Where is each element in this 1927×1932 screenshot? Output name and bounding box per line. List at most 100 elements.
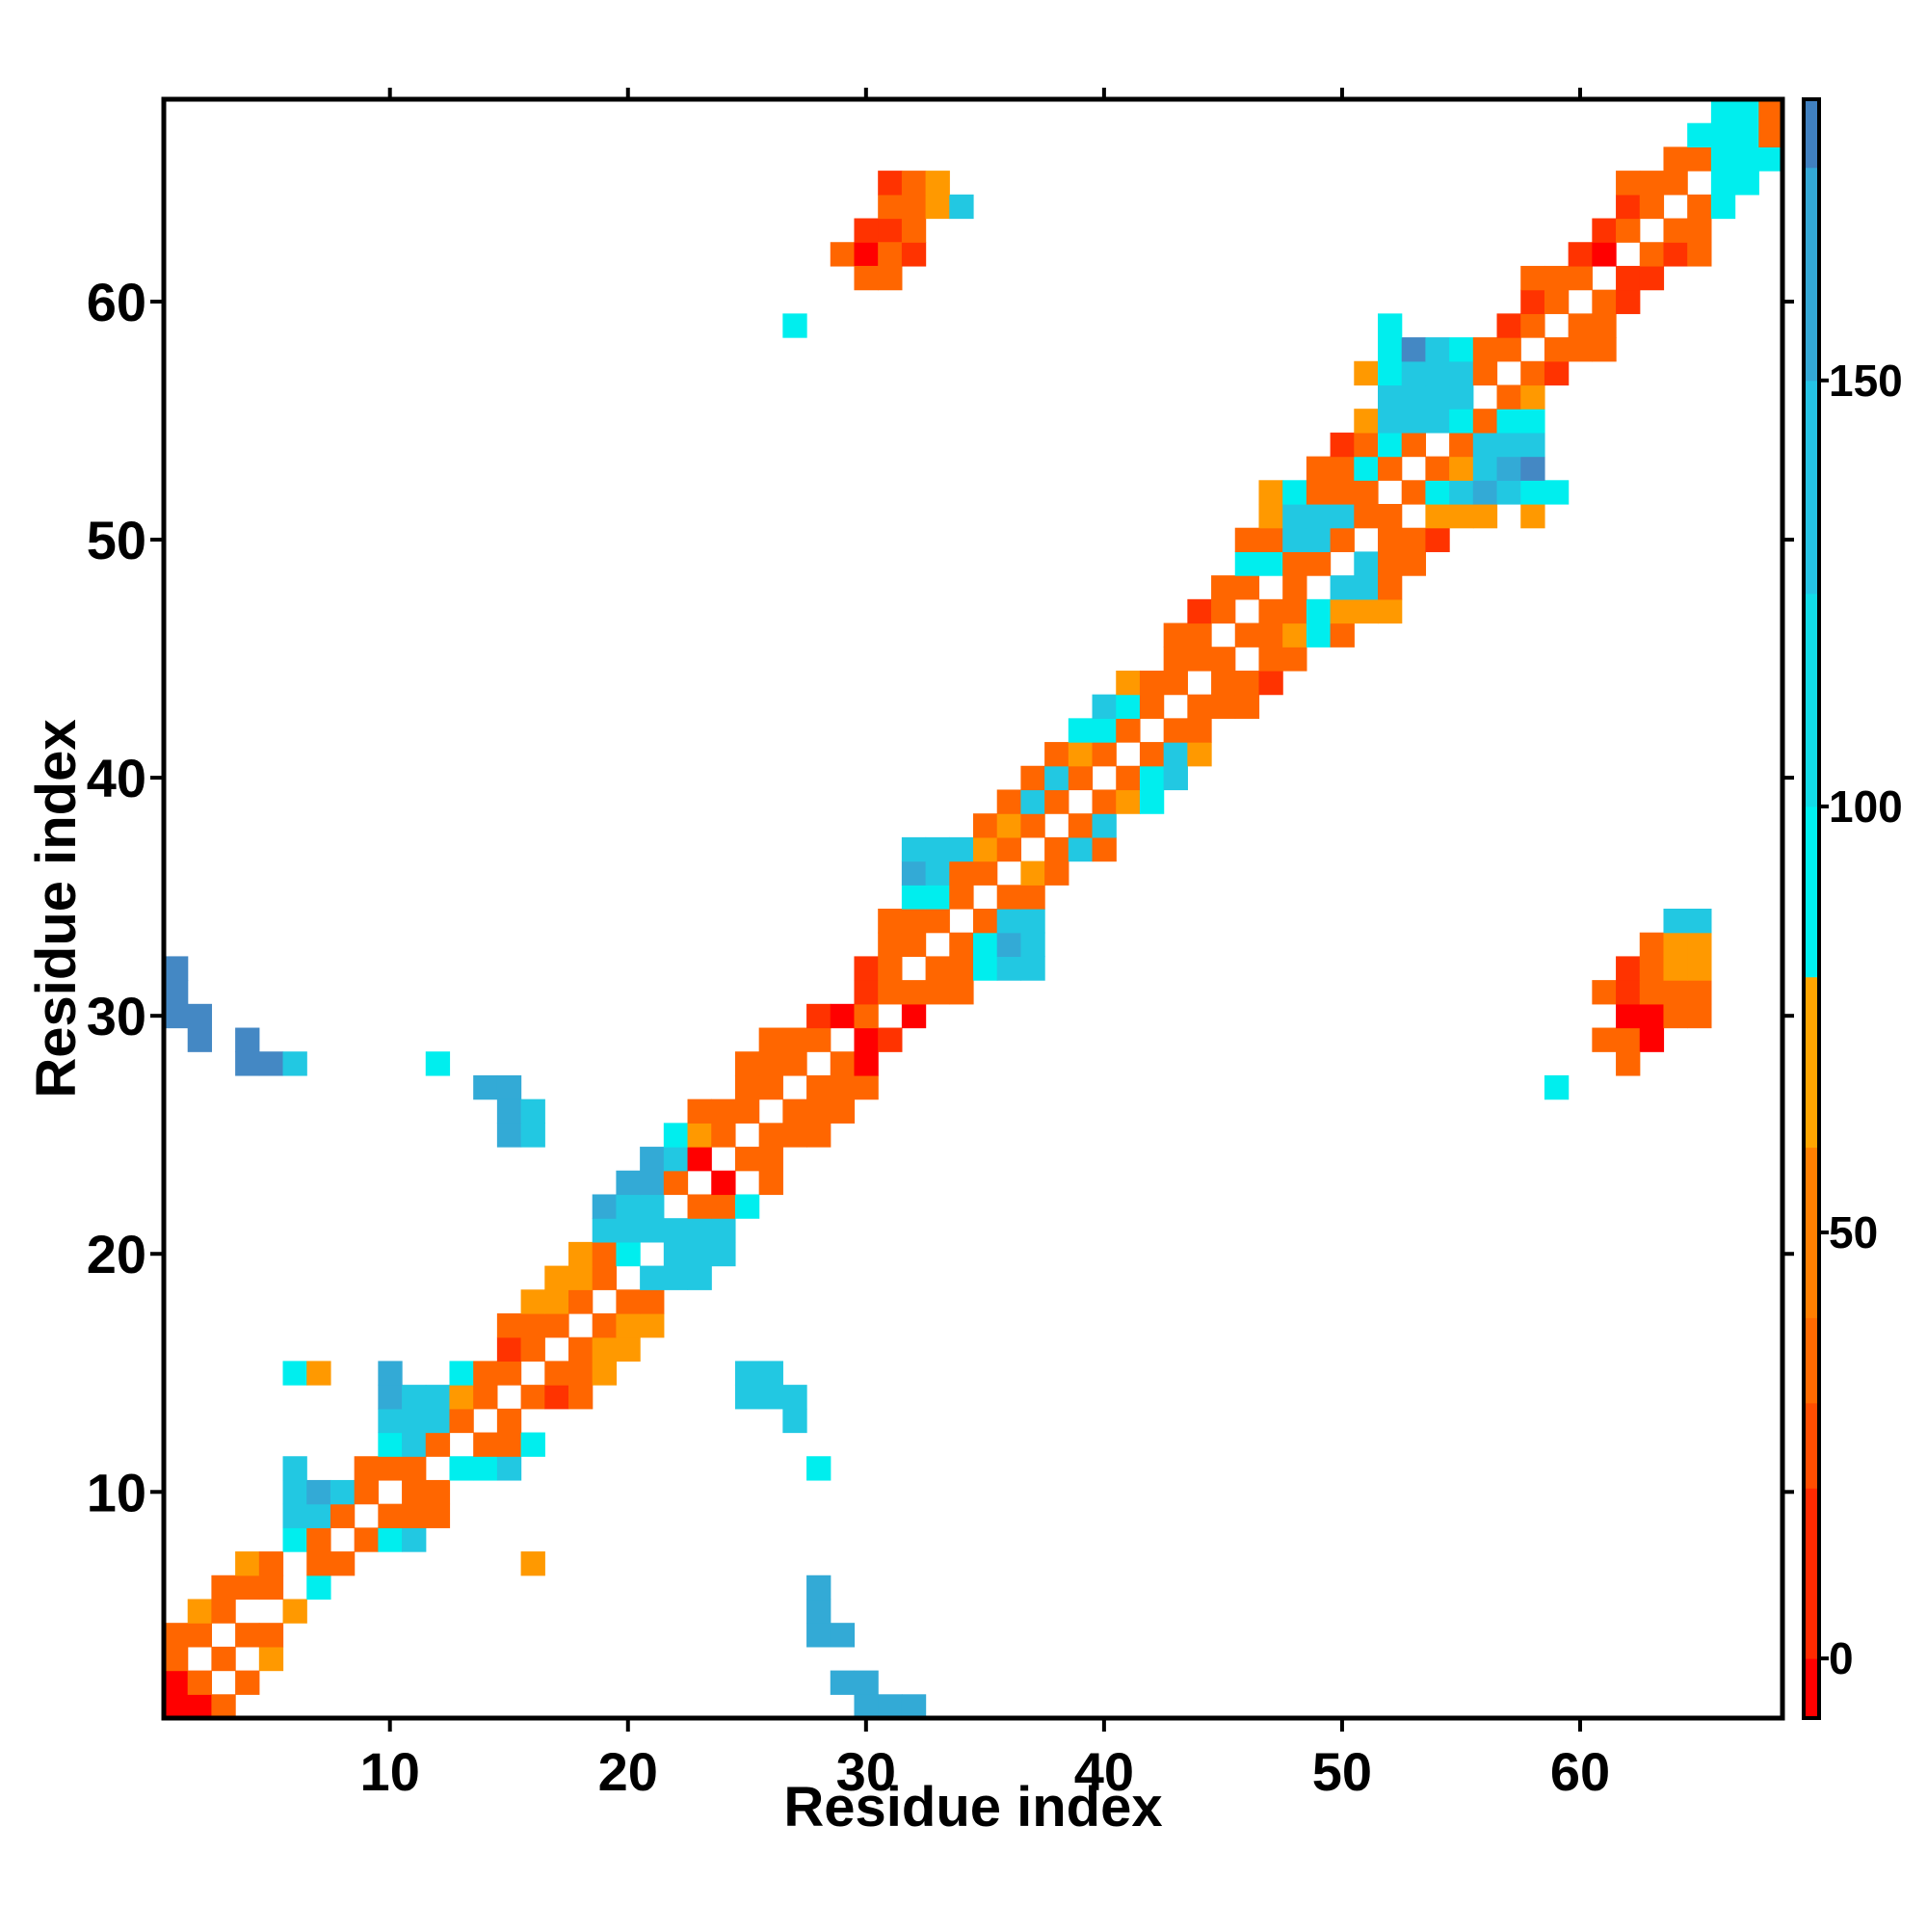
heatmap-cell xyxy=(211,1599,236,1624)
axis-ticks: 10 20 30 40 50 60 10 20 30 40 50 60 xyxy=(87,88,1794,1802)
heatmap-cell xyxy=(734,1194,760,1219)
heatmap-cell xyxy=(1449,432,1474,458)
heatmap-cell xyxy=(782,1051,807,1076)
heatmap-cell xyxy=(544,1265,569,1290)
heatmap-cell xyxy=(925,836,950,862)
heatmap-cell xyxy=(520,1432,545,1457)
heatmap-cell xyxy=(592,1241,618,1267)
heatmap-cell xyxy=(1520,313,1545,338)
heatmap-cell xyxy=(1449,480,1474,505)
heatmap-cell xyxy=(1663,1003,1688,1029)
heatmap-cell xyxy=(878,171,903,196)
heatmap-cell xyxy=(1020,956,1045,981)
heatmap-cell xyxy=(996,836,1022,862)
heatmap-cell xyxy=(854,1694,879,1719)
heatmap-cell xyxy=(687,1098,712,1124)
heatmap-cell xyxy=(568,1289,594,1314)
heatmap-cell xyxy=(758,1147,783,1172)
heatmap-cell xyxy=(1449,456,1474,481)
heatmap-cell xyxy=(806,1599,832,1624)
heatmap-cell xyxy=(1211,694,1236,719)
heatmap-cell xyxy=(878,956,903,981)
heatmap-cell xyxy=(1234,551,1260,576)
heatmap-cell xyxy=(473,1456,498,1481)
heatmap-cell xyxy=(306,1527,331,1552)
heatmap-cell xyxy=(806,1575,832,1601)
heatmap-cell xyxy=(1472,360,1498,386)
heatmap-cell xyxy=(1520,360,1545,386)
heatmap-cell xyxy=(282,1599,307,1624)
heatmap-cell xyxy=(1616,194,1641,220)
heatmap-cell xyxy=(901,218,927,243)
heatmap-cell xyxy=(1592,289,1617,314)
heatmap-cell xyxy=(949,860,974,886)
heatmap-cell xyxy=(901,1694,927,1719)
colorbar-tick-label: 100 xyxy=(1829,781,1903,832)
heatmap-cell xyxy=(1687,242,1712,267)
heatmap-cell xyxy=(782,1098,807,1124)
heatmap-cell xyxy=(1687,146,1712,172)
heatmap-cell xyxy=(306,1361,331,1386)
heatmap-cell xyxy=(640,1218,665,1243)
heatmap-cell xyxy=(1020,932,1045,958)
heatmap-cell xyxy=(878,194,903,220)
heatmap-cell xyxy=(1425,480,1450,505)
heatmap-cell xyxy=(687,1147,712,1172)
heatmap-cell xyxy=(473,1074,498,1100)
heatmap-cell xyxy=(996,813,1022,838)
colorbar-segment xyxy=(1806,1147,1817,1318)
heatmap-cell xyxy=(402,1385,427,1410)
heatmap-cell xyxy=(402,1527,427,1552)
heatmap-cell xyxy=(1616,218,1641,243)
x-tick-label: 10 xyxy=(360,1741,420,1802)
heatmap-cell xyxy=(782,313,807,338)
heatmap-cell xyxy=(1354,551,1379,576)
heatmap-cell xyxy=(211,1694,236,1719)
heatmap-cell xyxy=(640,1313,665,1338)
heatmap-cell xyxy=(1496,456,1521,481)
heatmap-cell xyxy=(330,1551,356,1576)
heatmap-cell xyxy=(402,1503,427,1528)
heatmap-cell xyxy=(1639,242,1665,267)
heatmap-cell xyxy=(1187,694,1212,719)
heatmap-cell xyxy=(592,1265,618,1290)
heatmap-cell xyxy=(282,1527,307,1552)
heatmap-cell xyxy=(616,1289,641,1314)
heatmap-cell xyxy=(544,1361,569,1386)
heatmap-cell xyxy=(1354,360,1379,386)
heatmap-cell xyxy=(1401,432,1427,458)
heatmap-cell xyxy=(282,1479,307,1505)
heatmap-cell xyxy=(1663,242,1688,267)
colorbar-frame xyxy=(1802,97,1821,1720)
x-tick-label: 20 xyxy=(598,1741,658,1802)
heatmap-cell xyxy=(973,909,998,934)
heatmap-cell xyxy=(806,1456,832,1481)
heatmap-cell xyxy=(925,171,950,196)
heatmap-cell xyxy=(544,1313,569,1338)
heatmap-cell xyxy=(1639,932,1665,958)
heatmap-cell xyxy=(1354,480,1379,505)
heatmap-cell xyxy=(711,1170,736,1196)
heatmap-cell xyxy=(925,980,950,1005)
heatmap-cell xyxy=(1401,384,1427,410)
heatmap-cell xyxy=(878,909,903,934)
heatmap-cell xyxy=(187,1670,213,1695)
heatmap-cell xyxy=(1401,360,1427,386)
heatmap-cell xyxy=(354,1456,379,1481)
heatmap-cell xyxy=(187,1694,213,1719)
heatmap-cell xyxy=(806,1027,832,1052)
heatmap-cell xyxy=(1330,504,1355,529)
heatmap-cell xyxy=(496,1408,522,1434)
colorbar-segment xyxy=(1806,99,1817,169)
heatmap-cell xyxy=(1330,598,1355,624)
heatmap-cell xyxy=(330,1479,356,1505)
heatmap-cell xyxy=(258,1646,284,1672)
heatmap-cell xyxy=(1425,384,1450,410)
heatmap-cell xyxy=(1544,289,1570,314)
heatmap-cell xyxy=(1378,575,1403,600)
heatmap-cell xyxy=(1234,670,1260,696)
heatmap-cell xyxy=(854,1074,879,1100)
colorbar: 0 50 100 150 xyxy=(1802,97,1903,1720)
heatmap-cell xyxy=(1663,980,1688,1005)
heatmap-cell xyxy=(711,1194,736,1219)
